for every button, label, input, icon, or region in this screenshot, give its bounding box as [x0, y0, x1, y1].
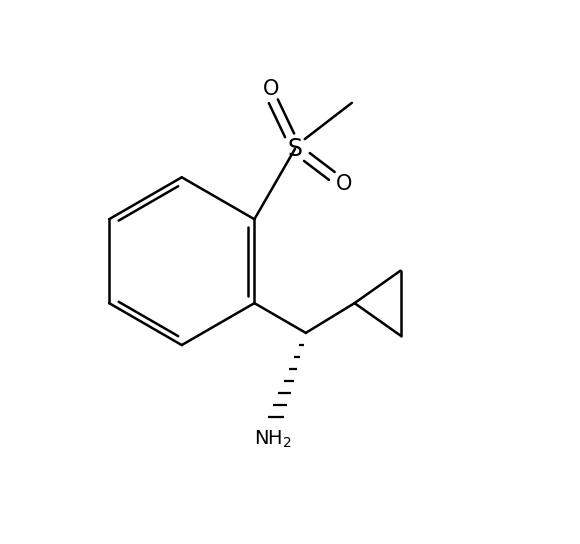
Text: S: S: [288, 137, 303, 161]
Text: O: O: [263, 79, 279, 100]
Text: O: O: [335, 174, 352, 194]
Text: NH$_2$: NH$_2$: [255, 429, 292, 450]
